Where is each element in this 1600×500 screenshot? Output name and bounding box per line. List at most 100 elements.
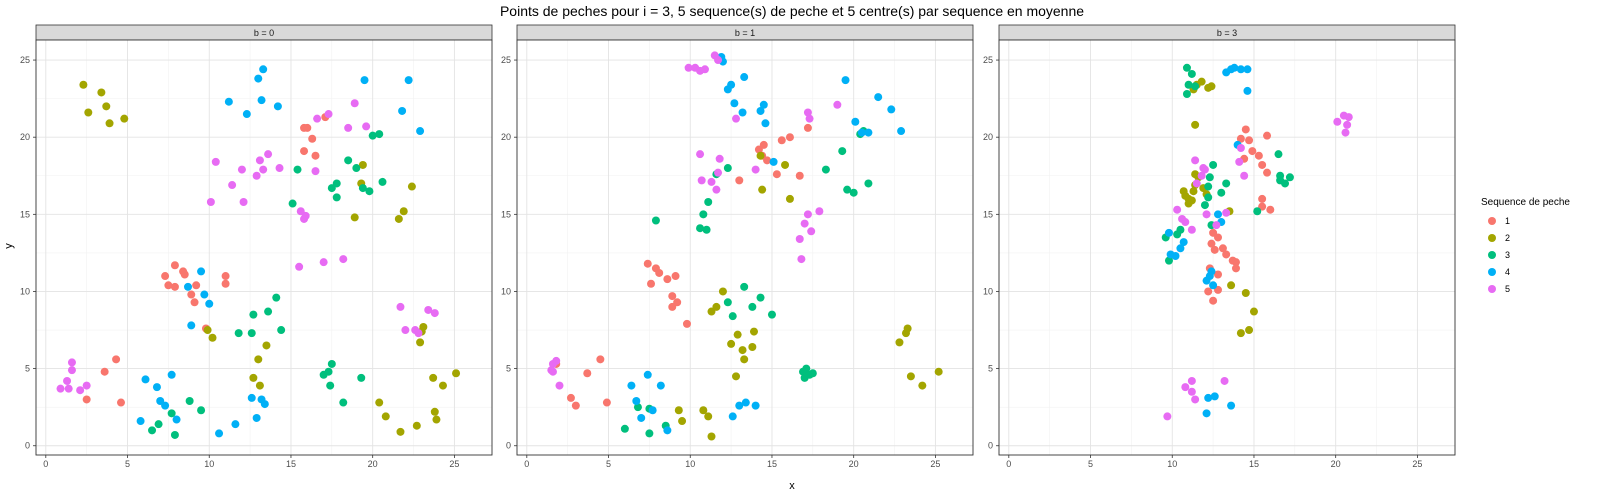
series-3	[1161, 63, 1294, 265]
data-point	[1204, 193, 1213, 202]
data-point	[247, 393, 256, 402]
data-point	[419, 322, 428, 331]
data-point	[102, 102, 111, 111]
data-point	[1176, 225, 1185, 234]
data-point	[264, 150, 273, 159]
data-point	[378, 177, 387, 186]
data-point	[748, 302, 757, 311]
data-point	[843, 185, 852, 194]
y-tick-label: 25	[20, 55, 30, 65]
data-point	[398, 106, 407, 115]
data-point	[849, 188, 858, 197]
data-point	[656, 381, 665, 390]
data-point	[255, 381, 264, 390]
data-point	[1205, 173, 1214, 182]
data-point	[82, 395, 91, 404]
x-tick-label: 20	[368, 459, 378, 469]
data-point	[1164, 256, 1173, 265]
legend-key	[1488, 217, 1496, 225]
data-point	[1204, 393, 1213, 402]
data-point	[735, 401, 744, 410]
legend-label: 2	[1505, 233, 1510, 243]
data-point	[120, 114, 129, 123]
y-tick-label: 0	[506, 441, 511, 451]
legend-label: 4	[1505, 267, 1510, 277]
data-point	[723, 298, 732, 307]
data-point	[311, 151, 320, 160]
data-point	[1245, 136, 1254, 145]
data-point	[785, 194, 794, 203]
panel-2: b = 3 0 5 10 15 20 25 0 5 10 15 20 25	[983, 24, 1456, 469]
data-point	[76, 386, 85, 395]
data-point	[401, 326, 410, 335]
x-tick-label: 25	[930, 459, 940, 469]
data-point	[224, 97, 233, 106]
data-point	[414, 329, 423, 338]
data-point	[1222, 208, 1231, 217]
data-point	[808, 369, 817, 378]
x-tick-label: 15	[286, 459, 296, 469]
data-point	[288, 199, 297, 208]
data-point	[707, 432, 716, 441]
data-point	[1197, 171, 1206, 180]
data-point	[769, 157, 778, 166]
data-point	[1266, 205, 1275, 214]
y-tick-label: 5	[988, 364, 993, 374]
x-tick-label: 10	[1167, 459, 1177, 469]
data-point	[1191, 82, 1200, 91]
data-point	[833, 100, 842, 109]
data-point	[1182, 63, 1191, 72]
legend-key	[1488, 251, 1496, 259]
series-3	[148, 130, 387, 439]
data-point	[795, 235, 804, 244]
data-point	[170, 261, 179, 270]
data-point	[1182, 89, 1191, 98]
data-point	[259, 65, 268, 74]
data-point	[358, 184, 367, 193]
data-point	[1214, 270, 1223, 279]
x-tick-label: 20	[1331, 459, 1341, 469]
data-point	[1231, 258, 1240, 267]
data-point	[275, 164, 284, 173]
data-point	[1173, 205, 1182, 214]
data-point	[732, 114, 741, 123]
y-tick-label: 10	[983, 286, 993, 296]
data-point	[1220, 376, 1229, 385]
data-point	[702, 225, 711, 234]
data-point	[352, 164, 361, 173]
legend-title: Sequence de peche	[1481, 197, 1570, 208]
data-point	[805, 114, 814, 123]
data-point	[1243, 86, 1252, 95]
data-point	[1240, 171, 1249, 180]
x-tick-label: 25	[449, 459, 459, 469]
data-point	[429, 373, 438, 382]
data-point	[1187, 376, 1196, 385]
data-point	[632, 397, 641, 406]
data-point	[566, 393, 575, 402]
data-point	[674, 406, 683, 415]
data-point	[365, 187, 374, 196]
y-tick-label: 15	[20, 209, 30, 219]
data-point	[82, 381, 91, 390]
data-point	[1263, 168, 1272, 177]
data-point	[375, 398, 384, 407]
data-point	[1245, 326, 1254, 335]
data-point	[152, 383, 161, 392]
data-point	[67, 366, 76, 375]
data-point	[326, 381, 335, 390]
data-point	[1214, 233, 1223, 242]
data-point	[1231, 264, 1240, 273]
series-5	[1163, 111, 1353, 421]
data-point	[1248, 147, 1257, 156]
series-2	[79, 80, 461, 436]
data-point	[239, 197, 248, 206]
data-point	[821, 165, 830, 174]
data-point	[759, 140, 768, 149]
data-point	[1333, 117, 1342, 126]
data-point	[264, 307, 273, 316]
data-point	[1222, 179, 1231, 188]
data-point	[1176, 244, 1185, 253]
data-point	[319, 258, 328, 267]
data-point	[381, 412, 390, 421]
data-point	[727, 80, 736, 89]
